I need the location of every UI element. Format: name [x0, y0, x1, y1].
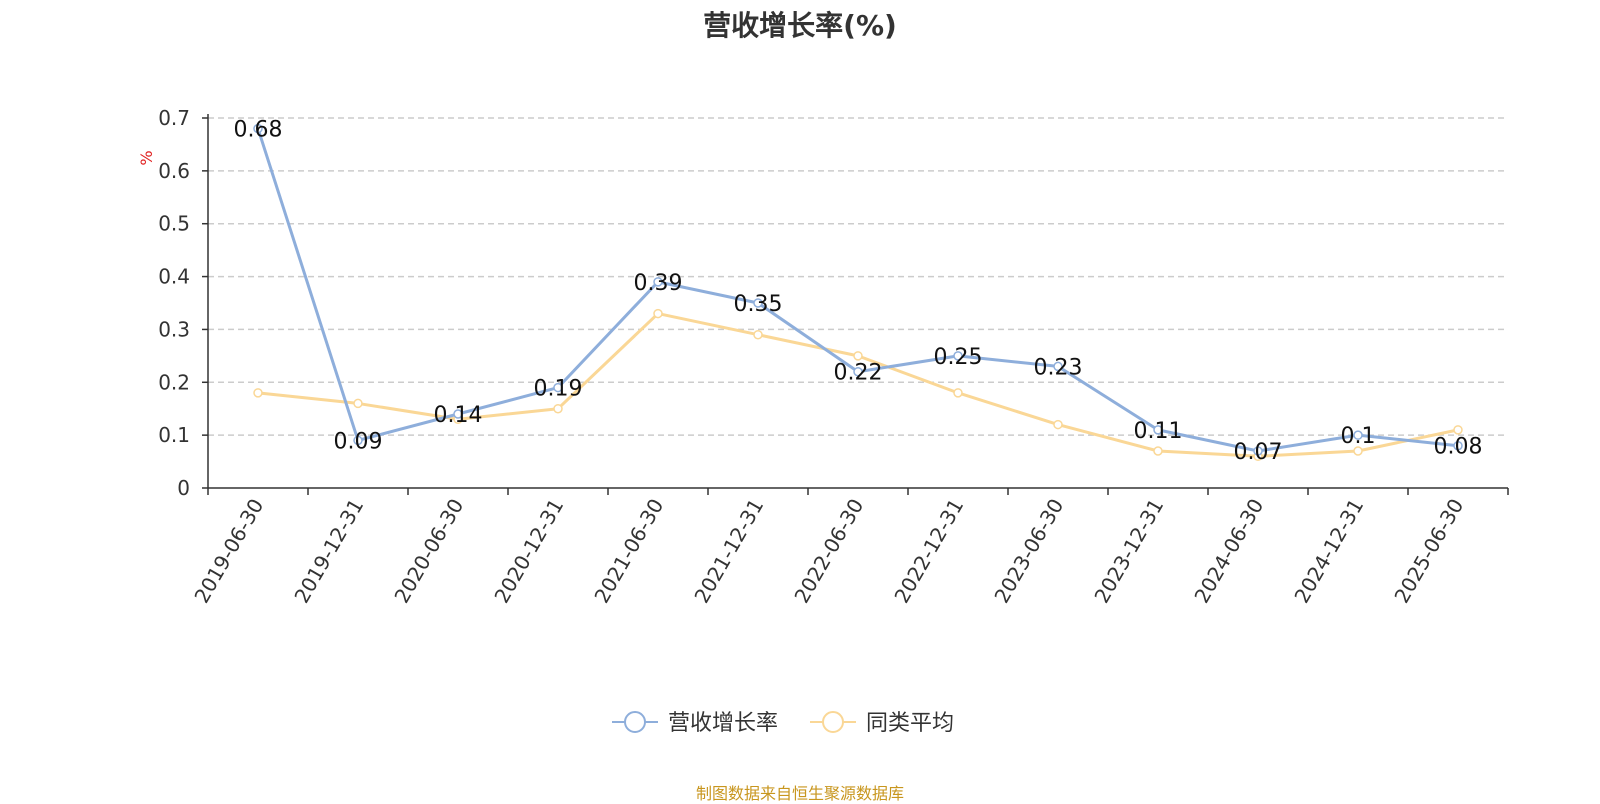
data-point[interactable] — [253, 388, 263, 398]
data-point[interactable] — [853, 351, 863, 361]
x-tick-label: 2023-06-30 — [989, 495, 1068, 608]
data-label: 0.68 — [234, 118, 283, 143]
y-tick-label: 0.1 — [158, 423, 190, 447]
legend-item[interactable]: 营收增长率 — [612, 711, 778, 736]
data-label: 0.1 — [1341, 424, 1376, 449]
x-tick-label: 2019-06-30 — [189, 495, 268, 608]
data-point[interactable] — [1253, 446, 1263, 456]
data-point[interactable] — [1053, 361, 1063, 372]
data-point[interactable] — [553, 382, 563, 393]
data-point[interactable] — [353, 398, 363, 409]
legend-marker — [624, 711, 646, 733]
data-point[interactable] — [1353, 446, 1363, 456]
data-labels: 0.68 0.09 0.14 0.19 0.39 0.35 0.22 0.25 0.23 0.11… — [234, 118, 1483, 465]
data-point[interactable] — [1353, 430, 1363, 440]
data-point[interactable] — [1153, 425, 1163, 435]
legend-label: 同类平均 — [866, 711, 954, 736]
y-tick-label: 0.4 — [158, 265, 190, 289]
data-label: 0.39 — [634, 271, 683, 296]
grid-lines — [208, 117, 1508, 436]
y-tick-label: 0 — [177, 476, 190, 500]
x-tick-label: 2022-06-30 — [789, 495, 868, 608]
y-tick-label: 0.3 — [158, 317, 190, 341]
data-label: 0.22 — [834, 361, 883, 386]
data-label: 0.25 — [934, 345, 983, 370]
data-point[interactable] — [753, 298, 763, 308]
x-tick-label: 2019-12-31 — [289, 495, 368, 608]
legend-label: 营收增长率 — [668, 711, 778, 736]
data-label: 0.23 — [1034, 355, 1083, 380]
data-point[interactable] — [1053, 419, 1063, 430]
x-tick-label: 2020-12-31 — [489, 495, 568, 608]
y-tick-label: 0.6 — [158, 159, 190, 183]
x-tick-label: 2024-06-30 — [1189, 495, 1268, 608]
axes: 0 0.1 0.2 0.3 0.4 0.5 0.6 0.7% 2019-06-30 2019-12… — [137, 106, 1509, 608]
x-tick-label: 2025-06-30 — [1389, 495, 1468, 608]
x-tick-label: 2021-12-31 — [689, 495, 768, 608]
y-tick-label: 0.7 — [158, 106, 190, 130]
data-point[interactable] — [853, 366, 863, 377]
data-point[interactable] — [1453, 425, 1463, 435]
y-axis-label: % — [137, 150, 156, 165]
x-tick-label: 2024-12-31 — [1289, 495, 1368, 608]
data-label: 0.08 — [1434, 435, 1483, 460]
data-point[interactable] — [1153, 446, 1163, 456]
data-point[interactable] — [953, 351, 963, 361]
y-tick-label: 0.5 — [158, 212, 190, 236]
data-point[interactable] — [1453, 440, 1463, 451]
data-point[interactable] — [653, 308, 663, 319]
chart-title: 营收增长率(%) — [703, 9, 897, 42]
data-label: 0.07 — [1234, 440, 1283, 465]
data-label: 0.19 — [534, 377, 583, 402]
x-tick-label: 2020-06-30 — [389, 495, 468, 608]
data-point[interactable] — [253, 123, 263, 134]
data-point[interactable] — [353, 435, 363, 446]
legend-item[interactable]: 同类平均 — [810, 711, 954, 736]
data-label: 0.35 — [734, 292, 783, 317]
y-tick-label: 0.2 — [158, 370, 190, 394]
data-label: 0.11 — [1134, 419, 1183, 444]
x-tick-label: 2023-12-31 — [1089, 495, 1168, 608]
data-label: 0.14 — [434, 403, 483, 428]
data-label: 0.09 — [334, 429, 383, 454]
x-tick-label: 2021-06-30 — [589, 495, 668, 608]
x-tick-label: 2022-12-31 — [889, 495, 968, 608]
data-point[interactable] — [653, 277, 663, 287]
series-layer — [253, 123, 1463, 462]
data-point[interactable] — [753, 329, 763, 340]
legend: 营收增长率 同类平均 — [612, 711, 954, 736]
data-point[interactable] — [953, 388, 963, 398]
legend-marker — [822, 711, 844, 733]
data-point[interactable] — [553, 403, 563, 414]
source-note: 制图数据来自恒生聚源数据库 — [695, 784, 904, 803]
data-point[interactable] — [453, 409, 463, 419]
